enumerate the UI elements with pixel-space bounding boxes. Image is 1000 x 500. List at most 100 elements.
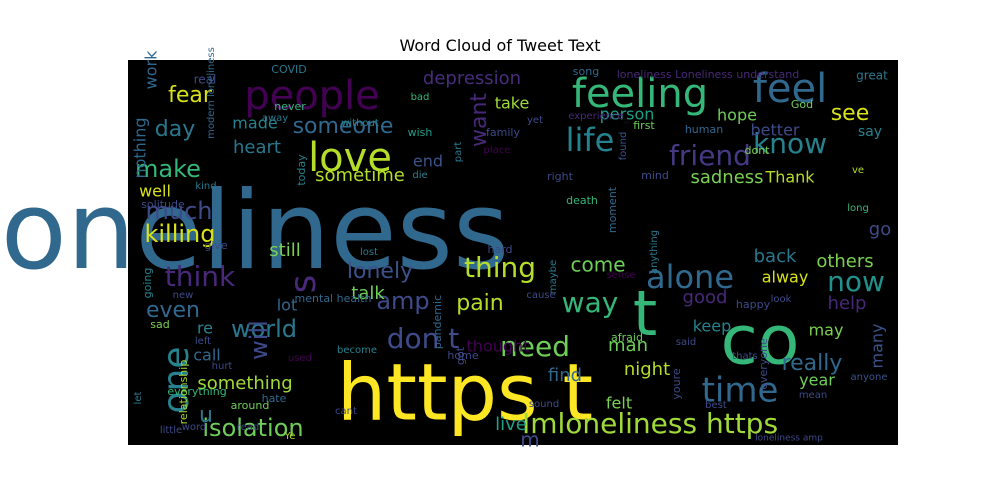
cloud-word: new xyxy=(173,290,194,301)
cloud-word: fear xyxy=(168,83,213,108)
cloud-word: pandemic xyxy=(431,295,444,349)
cloud-word: used xyxy=(288,353,312,364)
cloud-word: alway xyxy=(762,268,809,287)
cloud-word: go xyxy=(869,219,891,240)
cloud-word: great xyxy=(856,69,888,83)
cloud-word: got xyxy=(454,346,467,365)
cloud-word: never xyxy=(274,100,306,113)
cloud-word: cant xyxy=(335,406,357,417)
cloud-word: give xyxy=(204,239,228,252)
cloud-word: mental health xyxy=(295,292,372,305)
cloud-word: long xyxy=(847,203,869,214)
cloud-word: thing xyxy=(464,251,536,284)
cloud-word: youre xyxy=(670,368,683,399)
cloud-word: anyone xyxy=(851,372,888,383)
cloud-word: nothing xyxy=(131,117,150,178)
cloud-word: know xyxy=(753,127,827,160)
cloud-word: well xyxy=(139,182,171,201)
cloud-word: hope xyxy=(717,106,757,125)
cloud-word: cause xyxy=(526,290,555,301)
cloud-word: look xyxy=(771,294,792,305)
cloud-word: better xyxy=(751,121,800,140)
cloud-word: u xyxy=(199,403,213,428)
cloud-word: lot xyxy=(277,296,298,315)
cloud-word: moment xyxy=(606,186,619,233)
cloud-word: will xyxy=(245,320,273,360)
cloud-word: find xyxy=(548,365,582,386)
cloud-word: dont xyxy=(745,144,771,157)
cloud-word: much xyxy=(146,197,213,225)
cloud-word: little xyxy=(160,425,182,436)
cloud-word: pain xyxy=(456,291,504,316)
cloud-word: back xyxy=(754,246,797,267)
cloud-word: Imloneliness https xyxy=(522,407,778,440)
cloud-word: still xyxy=(269,240,300,261)
cloud-word: read xyxy=(237,422,260,433)
cloud-word: home xyxy=(447,349,478,362)
cloud-word: world xyxy=(231,315,297,343)
cloud-word: heart xyxy=(233,137,281,158)
cloud-word: solitude xyxy=(141,198,185,211)
cloud-word: mean xyxy=(799,390,827,401)
cloud-word: away xyxy=(262,113,288,124)
cloud-word: want xyxy=(467,93,492,147)
cloud-word: say xyxy=(858,124,882,140)
cloud-word: die xyxy=(412,170,427,181)
cloud-word: see xyxy=(831,101,870,126)
cloud-word: going xyxy=(141,268,154,299)
cloud-word: Thank xyxy=(764,168,815,187)
cloud-word: sound xyxy=(529,399,559,410)
cloud-word: loneliness Loneliness understand xyxy=(617,68,800,81)
cloud-word: isolation xyxy=(202,414,303,442)
cloud-word: night xyxy=(624,359,670,380)
cloud-word: feeling xyxy=(572,71,708,117)
cloud-word: left xyxy=(195,336,211,347)
cloud-word: depression xyxy=(423,68,521,89)
cloud-word: help xyxy=(828,293,867,314)
chart-title: Word Cloud of Tweet Text xyxy=(399,36,601,55)
cloud-word: year xyxy=(799,371,835,390)
cloud-word: death xyxy=(566,194,598,207)
cloud-word: keep xyxy=(693,317,732,336)
cloud-word: others xyxy=(816,251,873,272)
cloud-word: wish xyxy=(408,126,433,139)
cloud-word: kind xyxy=(195,181,216,192)
cloud-word: found xyxy=(618,132,629,161)
cloud-word: mind xyxy=(641,169,669,182)
cloud-word: really xyxy=(782,351,843,376)
cloud-word: let xyxy=(133,391,144,404)
cloud-word: real xyxy=(194,73,217,87)
cloud-word: everyone xyxy=(757,338,770,390)
cloud-word: something xyxy=(197,373,292,394)
cloud-word: way xyxy=(562,286,619,319)
cloud-word: without xyxy=(341,118,379,129)
cloud-word: s xyxy=(283,275,324,294)
cloud-word: co xyxy=(721,302,800,381)
cloud-word: call xyxy=(193,346,221,365)
cloud-word: made xyxy=(232,114,277,133)
cloud-word: someone xyxy=(293,114,394,139)
cloud-word: happy xyxy=(736,298,771,311)
cloud-word: may xyxy=(809,321,844,340)
cloud-word: time xyxy=(702,371,779,411)
cloud-word: alone xyxy=(646,258,734,296)
cloud-word: m xyxy=(520,428,539,452)
cloud-word: need xyxy=(500,330,570,363)
cloud-word: right xyxy=(547,170,574,183)
cloud-word: work xyxy=(142,50,161,89)
cloud-word: bad xyxy=(411,92,430,103)
cloud-word: word xyxy=(182,422,207,433)
cloud-word: felt xyxy=(606,394,632,413)
cloud-word: good xyxy=(683,287,728,308)
cloud-word: make xyxy=(135,155,201,183)
cloud-word: end xyxy=(413,152,443,171)
cloud-word: hate xyxy=(262,392,287,405)
cloud-word: amp xyxy=(376,287,429,315)
cloud-word: experience xyxy=(568,111,623,122)
cloud-word: Ye xyxy=(284,431,296,442)
cloud-word: re xyxy=(197,319,213,338)
cloud-word: anything xyxy=(649,230,660,274)
cloud-word: feel xyxy=(753,66,827,112)
cloud-word: today xyxy=(295,154,308,186)
cloud-word: one xyxy=(156,347,197,414)
